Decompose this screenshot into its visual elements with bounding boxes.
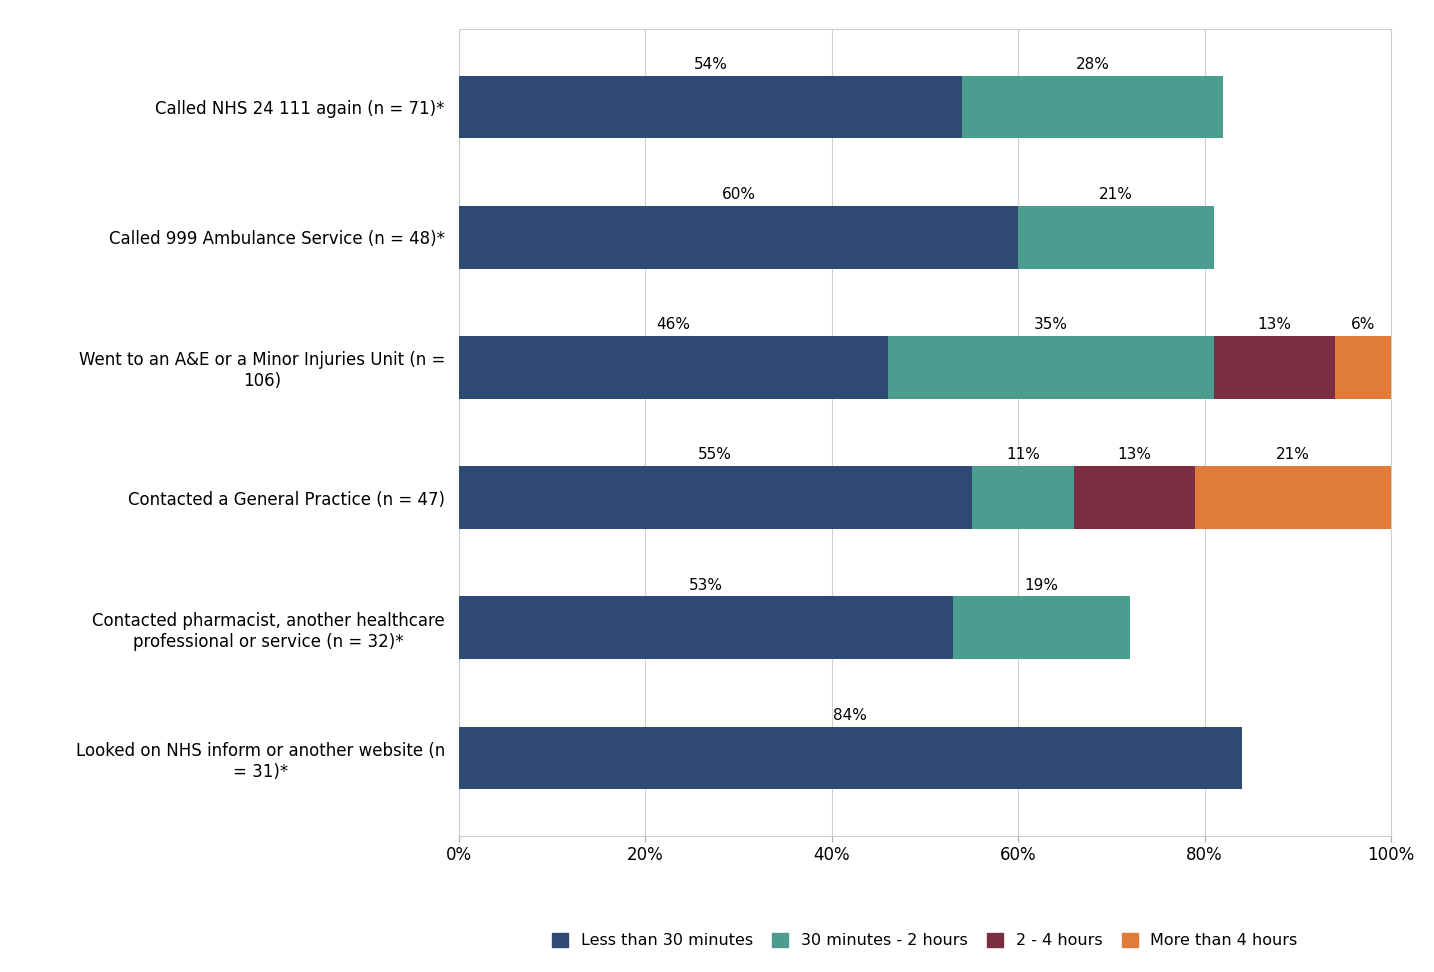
Bar (459, 467, 972, 529)
Bar (972, 467, 1074, 529)
Text: 11%: 11% (1005, 447, 1040, 463)
Text: 46%: 46% (657, 317, 690, 332)
Text: 53%: 53% (688, 577, 723, 593)
Bar (459, 336, 888, 399)
Text: 28%: 28% (1076, 57, 1110, 72)
Bar (1213, 336, 1335, 399)
Bar (459, 727, 1242, 789)
Text: 21%: 21% (1276, 447, 1311, 463)
Bar (1018, 206, 1213, 268)
Text: 19%: 19% (1024, 577, 1058, 593)
Bar (459, 597, 952, 659)
Text: 35%: 35% (1034, 317, 1068, 332)
Legend: Less than 30 minutes, 30 minutes - 2 hours, 2 - 4 hours, More than 4 hours: Less than 30 minutes, 30 minutes - 2 hou… (545, 924, 1305, 956)
Bar (459, 206, 1018, 268)
Text: 13%: 13% (1117, 447, 1152, 463)
Bar (962, 76, 1223, 138)
Bar (1196, 467, 1391, 529)
Bar (459, 76, 962, 138)
Text: 84%: 84% (833, 708, 868, 723)
Text: 21%: 21% (1098, 188, 1133, 202)
Text: 54%: 54% (694, 57, 727, 72)
Bar (1335, 336, 1391, 399)
Text: 13%: 13% (1258, 317, 1292, 332)
Bar (1074, 467, 1196, 529)
Text: 6%: 6% (1351, 317, 1375, 332)
Text: 55%: 55% (698, 447, 733, 463)
Bar (888, 336, 1213, 399)
Bar (952, 597, 1130, 659)
Text: 60%: 60% (721, 188, 756, 202)
